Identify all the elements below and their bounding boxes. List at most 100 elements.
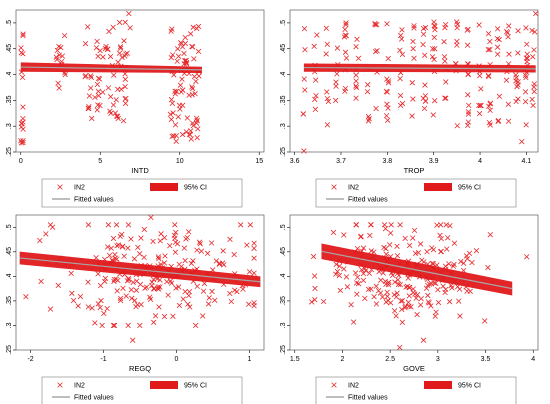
data-point [397, 102, 404, 108]
y-tick-label: .45 [280, 247, 287, 257]
x-tick-label: 3 [436, 356, 440, 363]
data-point [86, 104, 92, 110]
y-tick-label: .45 [280, 44, 287, 54]
data-point [129, 295, 135, 302]
data-point [384, 101, 390, 107]
data-point [505, 101, 512, 107]
data-point [430, 261, 436, 267]
data-point [506, 51, 512, 57]
data-point [85, 279, 91, 285]
data-point [310, 253, 317, 260]
data-point [195, 126, 201, 132]
data-point [89, 115, 95, 122]
data-point [179, 76, 185, 82]
data-point [183, 61, 190, 67]
data-point [62, 71, 68, 78]
y-tick-label: .45 [6, 247, 13, 257]
data-point [374, 22, 380, 28]
x-tick-label: 2 [341, 356, 345, 363]
data-point [486, 73, 492, 80]
data-point [411, 23, 417, 29]
chart-panel-1: .25 .3 .35 .4 .45 .5 0 5 10 15 INTD IN2 95% CI Fitted… [6, 9, 265, 208]
data-point [513, 98, 519, 105]
data-point [384, 89, 390, 95]
data-point [435, 287, 441, 293]
data-point [399, 319, 406, 325]
x-tick-label: 15 [255, 158, 263, 165]
data-point [61, 32, 68, 39]
data-point [228, 298, 235, 305]
data-point [344, 284, 351, 290]
data-point [20, 33, 26, 39]
data-point [515, 79, 521, 85]
data-point [379, 294, 386, 300]
data-point [152, 313, 159, 319]
x-tick-label: 0 [175, 356, 179, 363]
data-point [478, 102, 484, 109]
data-point [176, 102, 183, 108]
data-point [496, 36, 502, 43]
data-point [111, 276, 118, 283]
data-point [353, 43, 359, 50]
data-point [414, 311, 420, 318]
data-point [411, 25, 417, 31]
data-point [194, 134, 200, 141]
data-point [167, 243, 173, 249]
data-point [149, 282, 155, 289]
data-point [188, 260, 195, 267]
data-point [513, 74, 520, 81]
legend-label-in2: IN2 [74, 383, 85, 390]
data-point [380, 270, 386, 276]
legend-box [315, 178, 517, 208]
data-point [125, 245, 131, 251]
data-point [182, 40, 189, 47]
data-point [395, 281, 402, 288]
data-point [385, 279, 392, 286]
data-point [333, 83, 339, 89]
data-point [397, 281, 403, 288]
data-point [174, 46, 181, 52]
data-point [442, 58, 448, 64]
data-point [200, 288, 207, 294]
legend: IN2 95% CI Fitted values [41, 178, 243, 208]
legend-marker-in2 [57, 382, 63, 388]
data-point [18, 45, 24, 51]
data-point [478, 86, 484, 92]
x-axis-label: REGQ [129, 364, 151, 373]
plot-frame [15, 9, 265, 153]
data-point [343, 20, 349, 26]
data-point [20, 31, 26, 37]
data-point [431, 56, 437, 63]
data-point [348, 301, 354, 308]
data-point [114, 243, 120, 249]
data-point [209, 288, 215, 295]
data-point [394, 243, 400, 249]
data-point [443, 95, 449, 101]
data-point [464, 27, 470, 33]
data-point [126, 277, 132, 283]
data-point [378, 277, 384, 283]
data-point [366, 270, 373, 277]
data-point [170, 313, 176, 319]
data-point [55, 80, 61, 86]
data-point [372, 21, 378, 28]
data-point [442, 289, 448, 296]
data-point [133, 303, 139, 310]
data-point [55, 282, 61, 289]
x-tick-label: 4 [478, 158, 482, 165]
data-point [114, 288, 120, 294]
data-point [336, 263, 343, 269]
data-point [397, 92, 404, 99]
data-point [487, 107, 493, 114]
data-point [118, 86, 124, 93]
data-point [337, 287, 344, 294]
data-point [365, 286, 372, 292]
data-point [169, 100, 176, 106]
data-point [176, 302, 183, 309]
data-point [172, 229, 179, 236]
data-point [466, 250, 473, 256]
data-point [494, 44, 501, 50]
data-point [170, 52, 176, 58]
data-point [384, 21, 390, 27]
data-point [532, 10, 539, 17]
